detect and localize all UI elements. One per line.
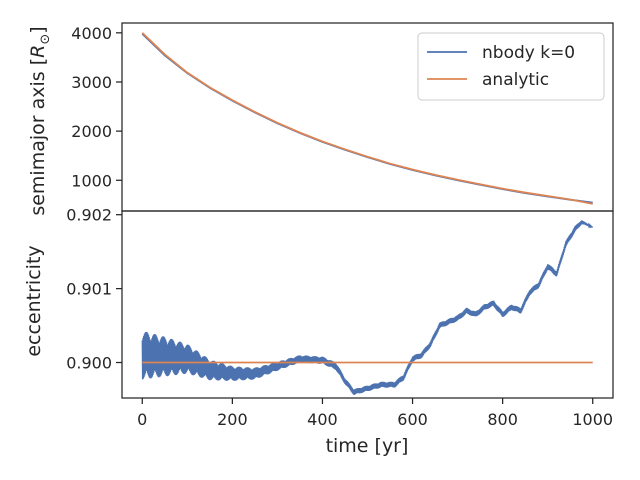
ytick-label: 3000 [71, 73, 112, 92]
xtick-label: 600 [397, 410, 428, 429]
ylabel-semimajor-axis: semimajor axis [R⊙] [27, 26, 53, 215]
xtick-label: 400 [307, 410, 338, 429]
xtick-label: 0 [137, 410, 147, 429]
legend-label: nbody k=0 [482, 43, 575, 63]
semimajor-axis-panel: 1000 2000 3000 4000 [71, 22, 614, 212]
xlabel-time: time [yr] [326, 435, 409, 457]
legend-box [417, 32, 605, 101]
series-line-analytic [141, 32, 593, 205]
series-line-nbody-k-0 [141, 220, 593, 395]
xtick-label: 1000 [572, 410, 613, 429]
eccentricity-panel: 0.900 0.901 0.902 0 200 400 600 800 1000 [66, 206, 614, 429]
legend-label: analytic [482, 70, 549, 90]
ylabel-close: ] [27, 26, 49, 33]
ytick-label: 2000 [71, 122, 112, 141]
ytick-label: 0.902 [66, 206, 112, 225]
axes-frame [121, 210, 614, 399]
ylabel-symbol: R [27, 45, 49, 58]
ytick-label: 1000 [71, 171, 112, 190]
ylabel-subscript: ⊙ [38, 34, 53, 45]
ylabel-semimajor-text: semimajor axis [ [27, 58, 49, 216]
ylabel-eccentricity: eccentricity [23, 245, 45, 356]
xtick-label: 200 [217, 410, 248, 429]
xtick-label: 800 [487, 410, 518, 429]
axis-labels: semimajor axis [R⊙] eccentricity time [y… [23, 26, 408, 457]
legend: nbody k=0 analytic [417, 32, 605, 101]
ytick-label: 4000 [71, 24, 112, 43]
ytick-label: 0.901 [66, 280, 112, 299]
ytick-label: 0.900 [66, 354, 112, 373]
